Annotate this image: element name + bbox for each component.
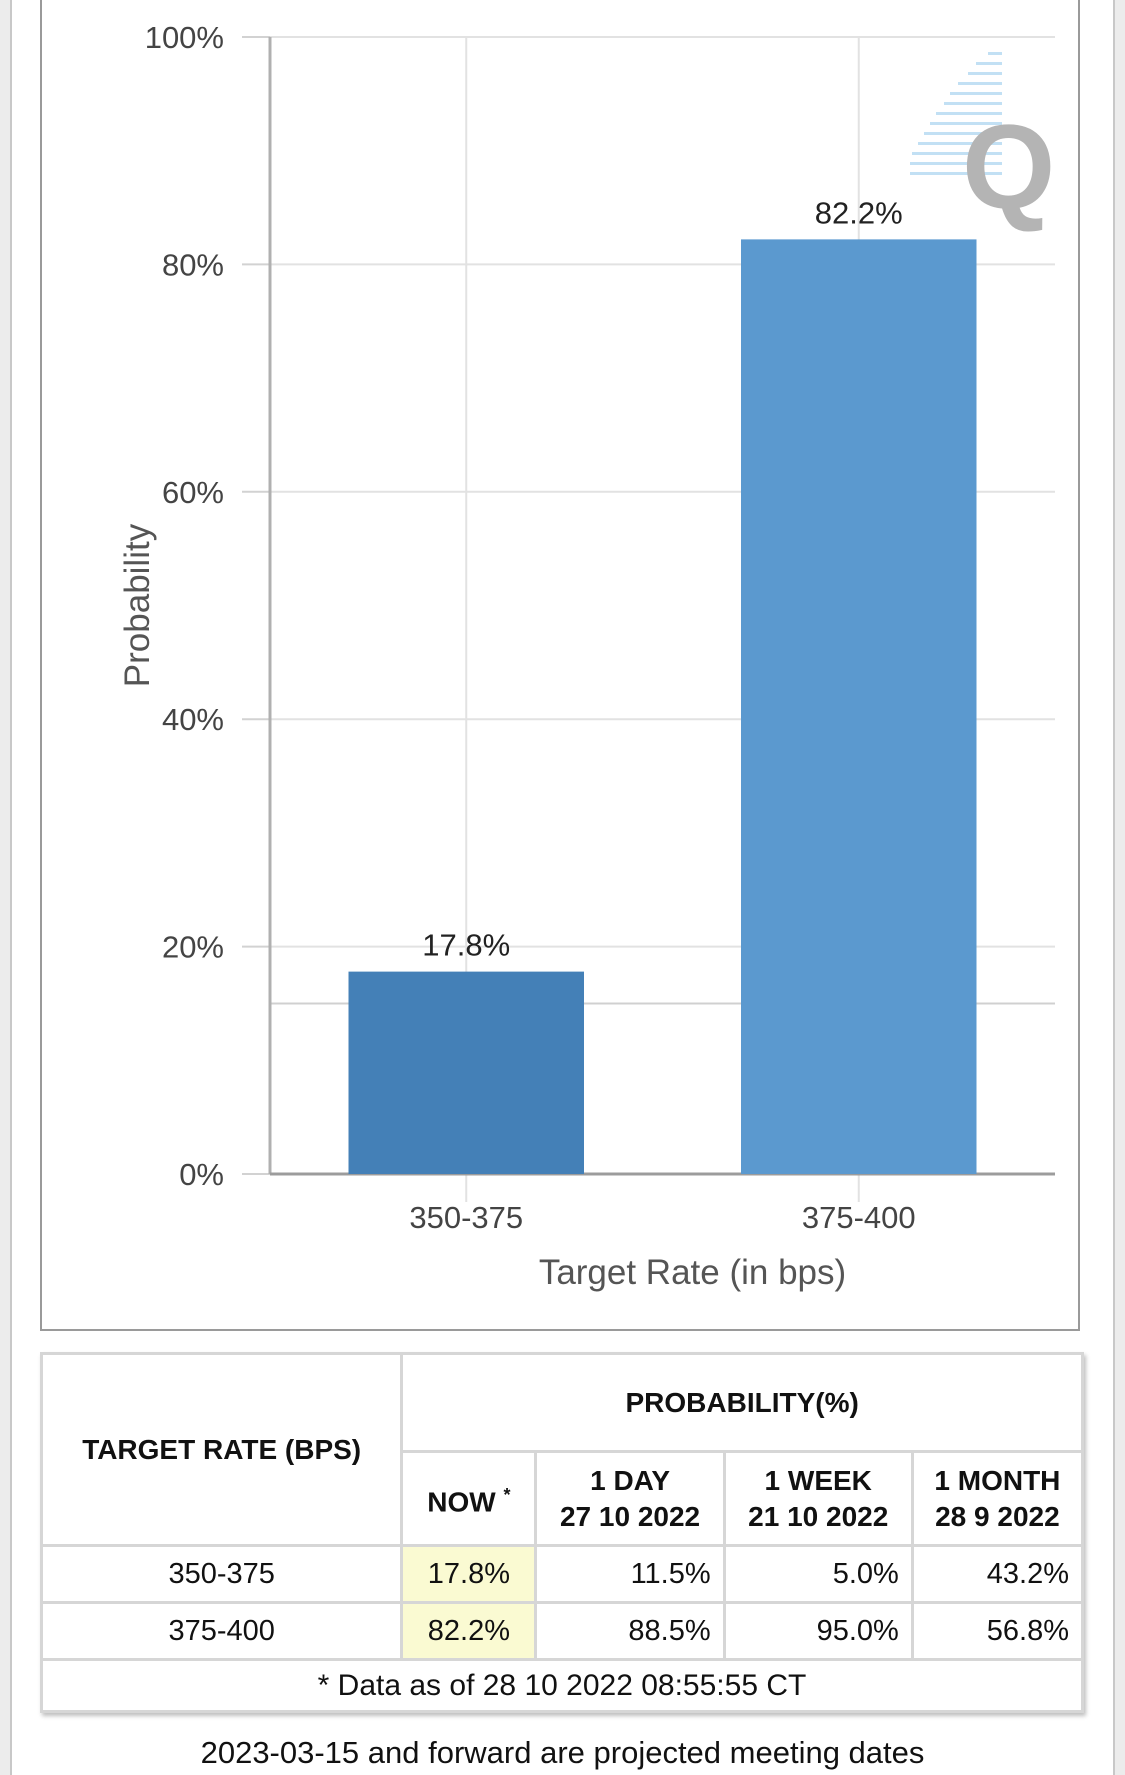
row-1-week: 5.0% bbox=[722, 1544, 914, 1604]
header-1-week: 1 WEEK 21 10 2022 bbox=[722, 1450, 914, 1547]
data-timestamp-footnote: * Data as of 28 10 2022 08:55:55 CT bbox=[40, 1658, 1084, 1713]
row-1-week: 95.0% bbox=[722, 1601, 914, 1661]
header-1-month: 1 MONTH 28 9 2022 bbox=[910, 1450, 1085, 1547]
row-rate: 375-400 bbox=[39, 1601, 404, 1661]
bars bbox=[348, 239, 977, 1175]
header-now-label: NOW bbox=[427, 1486, 496, 1518]
chart-panel: Q 0% 20% 40% 60% 80% 100% 17.8% 350-375 82.2% 375… bbox=[40, 0, 1080, 1331]
bar-350-375 bbox=[348, 971, 584, 1174]
header-now-mark: * bbox=[503, 1484, 511, 1505]
watermark-logo: Q bbox=[910, 52, 1055, 234]
y-tick-label: 40% bbox=[162, 702, 224, 737]
y-tick-label: 100% bbox=[145, 20, 224, 55]
header-1-month-date: 28 9 2022 bbox=[935, 1500, 1060, 1532]
row-now: 82.2% bbox=[400, 1601, 538, 1661]
header-1-week-title: 1 WEEK bbox=[764, 1464, 872, 1496]
bar-value-label: 82.2% bbox=[815, 195, 903, 230]
x-axis-title: Target Rate (in bps) bbox=[539, 1253, 846, 1292]
table-row: 350-375 17.8% 11.5% 5.0% 43.2% bbox=[39, 1544, 1085, 1604]
y-tick-label: 0% bbox=[179, 1157, 224, 1192]
row-now: 17.8% bbox=[400, 1544, 538, 1604]
svg-text:Q: Q bbox=[962, 100, 1055, 234]
row-rate: 350-375 bbox=[39, 1544, 404, 1604]
y-tick-label: 60% bbox=[162, 475, 224, 510]
probability-table: TARGET RATE (BPS) PROBABILITY(%) NOW * 1… bbox=[39, 1352, 1085, 1713]
probability-bar-chart: Q 0% 20% 40% 60% 80% 100% 17.8% 350-375 82.2% 375… bbox=[118, 20, 1055, 1292]
projected-dates-caption: 2023-03-15 and forward are projected mee… bbox=[200, 1735, 925, 1770]
bar-value-label: 17.8% bbox=[422, 928, 510, 963]
header-1-day-title: 1 DAY bbox=[590, 1464, 670, 1496]
bar-375-400 bbox=[741, 239, 977, 1175]
header-now: NOW * bbox=[400, 1450, 538, 1547]
x-tick-label: 350-375 bbox=[409, 1200, 523, 1235]
header-1-day: 1 DAY 27 10 2022 bbox=[534, 1450, 726, 1547]
row-1-day: 88.5% bbox=[534, 1601, 726, 1661]
labels: 0% 20% 40% 60% 80% 100% 17.8% 350-375 82.2% 375-4… bbox=[118, 20, 916, 1292]
row-1-month: 43.2% bbox=[910, 1544, 1085, 1604]
x-tick-label: 375-400 bbox=[802, 1200, 916, 1235]
y-tick-label: 20% bbox=[162, 930, 224, 965]
y-axis-title: Probability bbox=[118, 523, 157, 687]
table-row: 375-400 82.2% 88.5% 95.0% 56.8% bbox=[39, 1601, 1085, 1661]
header-probability: PROBABILITY(%) bbox=[400, 1352, 1084, 1453]
y-tick-label: 80% bbox=[162, 247, 224, 282]
header-1-day-date: 27 10 2022 bbox=[559, 1500, 701, 1532]
header-1-month-title: 1 MONTH bbox=[934, 1464, 1061, 1496]
row-1-day: 11.5% bbox=[534, 1544, 726, 1604]
header-target-rate: TARGET RATE (BPS) bbox=[39, 1352, 404, 1547]
header-1-week-date: 21 10 2022 bbox=[748, 1500, 889, 1532]
row-1-month: 56.8% bbox=[910, 1601, 1085, 1661]
